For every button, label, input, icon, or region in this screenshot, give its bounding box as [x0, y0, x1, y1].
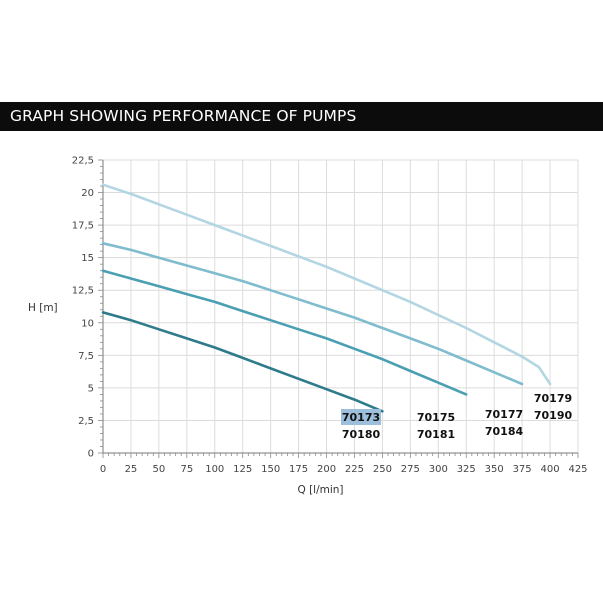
y-tick-label: 20	[81, 188, 94, 199]
y-tick-label: 10	[81, 318, 94, 329]
y-tick-label: 0	[88, 449, 94, 460]
highlight-box	[341, 409, 381, 425]
model-label-70180: 70180	[342, 428, 381, 441]
model-label-70177: 70177	[485, 408, 523, 421]
x-tick-label: 300	[429, 464, 448, 475]
x-tick-label: 200	[317, 464, 336, 475]
x-tick-label: 0	[100, 464, 106, 475]
x-tick-label: 250	[373, 464, 392, 475]
series-lines	[101, 183, 552, 413]
x-tick-label: 425	[568, 464, 587, 475]
y-tick-label: 15	[81, 253, 94, 264]
x-tick-label: 175	[289, 464, 308, 475]
chart-title: GRAPH SHOWING PERFORMANCE OF PUMPS	[10, 107, 357, 125]
model-label-70179: 70179	[534, 392, 572, 405]
y-tick-label: 22,5	[72, 156, 94, 167]
series-line-70175	[101, 269, 468, 396]
x-tick-label: 225	[345, 464, 364, 475]
series-labels: 70173 70180 70175 70181 70177 70184 70179 70190	[341, 392, 572, 441]
y-tick-label: 2,5	[78, 416, 94, 427]
axes: 0 25 50 75 100 125 150 175 200 225 250 275 300 325 350…	[72, 156, 588, 476]
x-tick-label: 125	[233, 464, 252, 475]
x-tick-label: 400	[541, 464, 560, 475]
x-tick-label: 375	[513, 464, 532, 475]
x-tick-label: 275	[401, 464, 420, 475]
y-tick-label: 5	[88, 383, 94, 394]
x-tick-label: 50	[153, 464, 166, 475]
x-tick-label: 150	[261, 464, 280, 475]
x-tick-label: 325	[457, 464, 476, 475]
model-label-70190: 70190	[534, 409, 573, 422]
x-tick-label: 350	[485, 464, 504, 475]
chart-title-banner: GRAPH SHOWING PERFORMANCE OF PUMPS	[0, 102, 603, 131]
x-axis-label: Q [l/min]	[297, 484, 343, 496]
series-line-70179	[101, 183, 552, 386]
y-tick-label: 7,5	[78, 351, 94, 362]
model-label-70175: 70175	[417, 411, 455, 424]
x-tick-label: 100	[205, 464, 224, 475]
model-label-70181: 70181	[417, 428, 455, 441]
y-tick-label: 12,5	[72, 286, 94, 297]
series-line-70173	[101, 311, 384, 413]
y-tick-label: 17,5	[72, 221, 94, 232]
y-axis-label: H [m]	[28, 302, 58, 314]
model-label-70173: 70173	[342, 411, 380, 424]
x-tick-label: 25	[125, 464, 138, 475]
x-tick-label: 75	[180, 464, 193, 475]
series-line-70177	[101, 242, 524, 386]
model-label-70184: 70184	[485, 425, 524, 438]
